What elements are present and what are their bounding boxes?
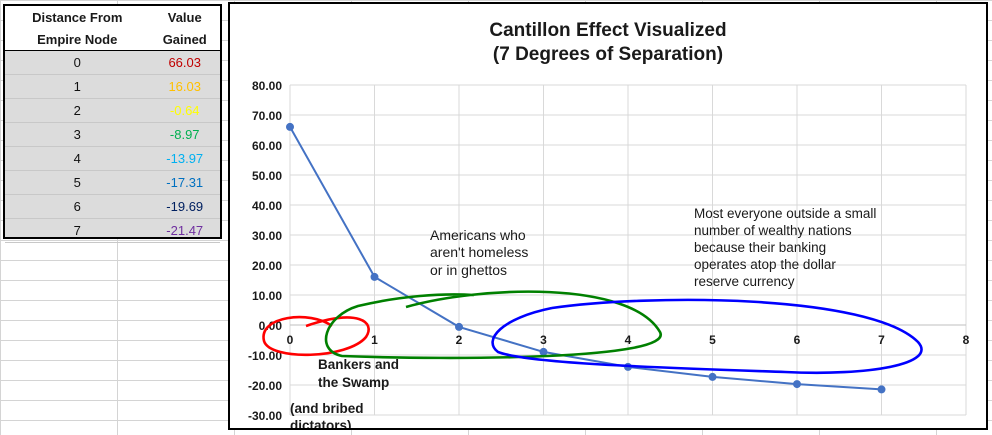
annotation-bribed-line1: (and bribed — [290, 401, 364, 416]
table-row: 1 16.03 — [5, 74, 220, 99]
chart-subtitle: (7 Degrees of Separation) — [493, 44, 723, 65]
x-tick-label: 7 — [878, 333, 885, 347]
series-line — [289, 126, 882, 391]
x-tick-label: 1 — [371, 333, 378, 347]
x-tick-label: 4 — [625, 333, 632, 347]
table-row: 0 66.03 — [5, 50, 220, 75]
y-tick-label: 80.00 — [252, 79, 282, 93]
table-row: 5 -17.31 — [5, 170, 220, 195]
y-tick-label: -20.00 — [248, 379, 282, 393]
data-point[interactable] — [286, 122, 294, 131]
distance-cell: 0 — [5, 50, 150, 75]
value-cell: -13.97 — [149, 146, 220, 171]
data-point[interactable] — [793, 380, 801, 389]
header-value-line2: Gained — [149, 28, 220, 51]
header-distance-line1: Distance From — [32, 9, 123, 25]
green-highlight-loop — [324, 290, 662, 360]
table-row: 6 -19.69 — [5, 194, 220, 219]
y-tick-label: 20.00 — [252, 259, 282, 273]
distance-cell: 1 — [5, 74, 150, 99]
x-tick-label: 2 — [456, 333, 463, 347]
value-cell: -0.64 — [149, 98, 220, 123]
y-tick-label: 30.00 — [252, 229, 282, 243]
annotation-bankers-line1: Bankers and — [318, 357, 399, 372]
data-point[interactable] — [370, 272, 379, 281]
data-point[interactable] — [539, 347, 548, 356]
table-row: 3 -8.97 — [5, 122, 220, 147]
data-point[interactable] — [455, 322, 463, 331]
header-value-line1: Value — [167, 9, 202, 25]
distance-cell: 2 — [5, 98, 150, 123]
y-axis-ticks: 80.00 70.00 60.00 50.00 40.00 30.00 20.00 10.00… — [248, 79, 282, 423]
value-cell: -17.31 — [149, 170, 220, 195]
distance-cell: 6 — [5, 194, 150, 219]
y-tick-label: 40.00 — [252, 199, 282, 213]
y-tick-label: 10.00 — [252, 289, 282, 303]
x-tick-label: 3 — [540, 333, 547, 347]
value-cell: 66.03 — [149, 50, 220, 75]
chart-container[interactable]: Cantillon Effect Visualized (7 Degrees o… — [228, 2, 988, 433]
value-cell: 16.03 — [149, 74, 220, 99]
annotation-most-line5: reserve currency — [694, 274, 795, 289]
annotation-most-line3: because their banking — [694, 240, 826, 255]
x-tick-label: 6 — [794, 333, 801, 347]
blue-highlight-loop — [491, 298, 923, 375]
distance-cell: 3 — [5, 122, 150, 147]
annotation-bankers-line2: the Swamp — [318, 375, 389, 390]
annotation-americans-line3: or in ghettos — [430, 262, 507, 278]
table-row: 7 -21.47 — [5, 218, 220, 243]
y-tick-label: -10.00 — [248, 349, 282, 363]
table-row: 4 -13.97 — [5, 146, 220, 171]
y-tick-label: 50.00 — [252, 169, 282, 183]
distance-cell: 7 — [5, 218, 150, 243]
chart-svg: Cantillon Effect Visualized (7 Degrees o… — [248, 20, 970, 433]
x-tick-label: 8 — [963, 333, 970, 347]
value-cell: -21.47 — [149, 218, 220, 243]
y-tick-label: -30.00 — [248, 409, 282, 423]
chart-title: Cantillon Effect Visualized — [489, 20, 726, 41]
gridlines — [289, 84, 967, 416]
y-tick-label: 60.00 — [252, 139, 282, 153]
red-highlight-loop — [262, 315, 370, 357]
distance-cell: 5 — [5, 170, 150, 195]
table-row: 2 -0.64 — [5, 98, 220, 123]
x-tick-label: 5 — [709, 333, 716, 347]
annotation-most-line2: number of wealthy nations — [694, 223, 852, 238]
x-tick-label: 0 — [287, 333, 294, 347]
annotation-bribed-line2: dictators) — [290, 418, 352, 428]
annotation-americans-line1: Americans who — [430, 227, 526, 243]
table-body: 0 66.03 1 16.03 2 -0.64 3 -8.97 4 -13.97 5 -17.31 6-… — [5, 50, 220, 243]
data-table: Distance From Value Empire Node Gained 0… — [3, 4, 222, 243]
x-axis-ticks: 0 1 2 3 4 5 6 7 8 — [287, 333, 970, 347]
distance-cell: 4 — [5, 146, 150, 171]
value-cell: -19.69 — [149, 194, 220, 219]
data-point[interactable] — [877, 385, 886, 394]
annotation-most-line4: operates atop the dollar — [694, 257, 836, 272]
annotation-americans-line2: aren't homeless — [430, 244, 528, 260]
header-distance-line2: Empire Node — [5, 28, 150, 51]
data-series[interactable] — [286, 122, 886, 394]
y-tick-label: 70.00 — [252, 109, 282, 123]
data-point[interactable] — [708, 372, 717, 381]
annotation-most-line1: Most everyone outside a small — [694, 206, 876, 221]
value-cell: -8.97 — [149, 122, 220, 147]
